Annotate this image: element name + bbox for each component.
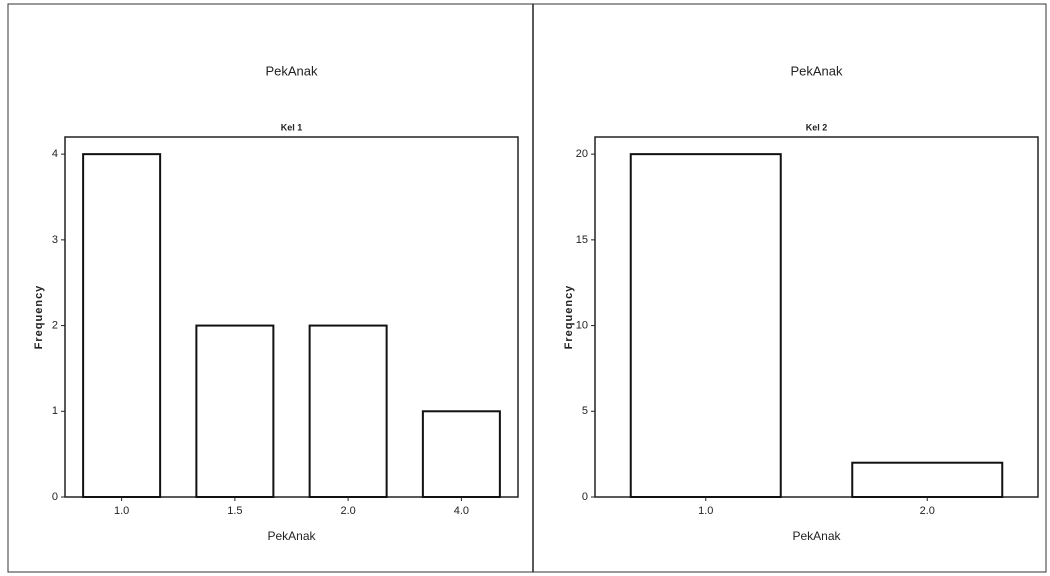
y-tick-label: 15 [576, 234, 588, 246]
x-tick-label: 2.0 [340, 505, 355, 517]
y-tick-label: 5 [582, 405, 588, 417]
bar [423, 411, 500, 497]
bar [83, 154, 160, 497]
y-tick-label: 4 [52, 148, 58, 160]
bar [631, 154, 781, 497]
y-axis-label: Frequency [563, 285, 575, 350]
x-tick-label: 4.0 [454, 505, 469, 517]
bar [852, 463, 1002, 497]
y-axis-label: Frequency [33, 285, 45, 350]
y-tick-label: 1 [52, 405, 58, 417]
x-tick-label: 1.0 [114, 505, 129, 517]
chart-subtitle: Kel 1 [281, 122, 303, 132]
y-tick-label: 10 [576, 319, 588, 331]
y-tick-label: 0 [582, 491, 588, 503]
chart-title: PekAnak [790, 63, 843, 78]
chart-subtitle: Kel 2 [806, 122, 828, 132]
y-tick-label: 20 [576, 148, 588, 160]
x-tick-label: 2.0 [920, 505, 935, 517]
chart-title: PekAnak [265, 63, 318, 78]
x-tick-label: 1.5 [227, 505, 242, 517]
x-axis-label: PekAnak [792, 529, 841, 543]
y-tick-label: 2 [52, 319, 58, 331]
y-tick-label: 0 [52, 491, 58, 503]
page: PekAnak Kel 1 0 1 2 3 4 Frequency PekAnak 1.0 1.5 2… [0, 0, 1050, 576]
x-axis-label: PekAnak [267, 529, 316, 543]
x-tick-label: 1.0 [698, 505, 713, 517]
bar [310, 326, 387, 497]
bar [196, 326, 273, 497]
y-tick-label: 3 [52, 234, 58, 246]
